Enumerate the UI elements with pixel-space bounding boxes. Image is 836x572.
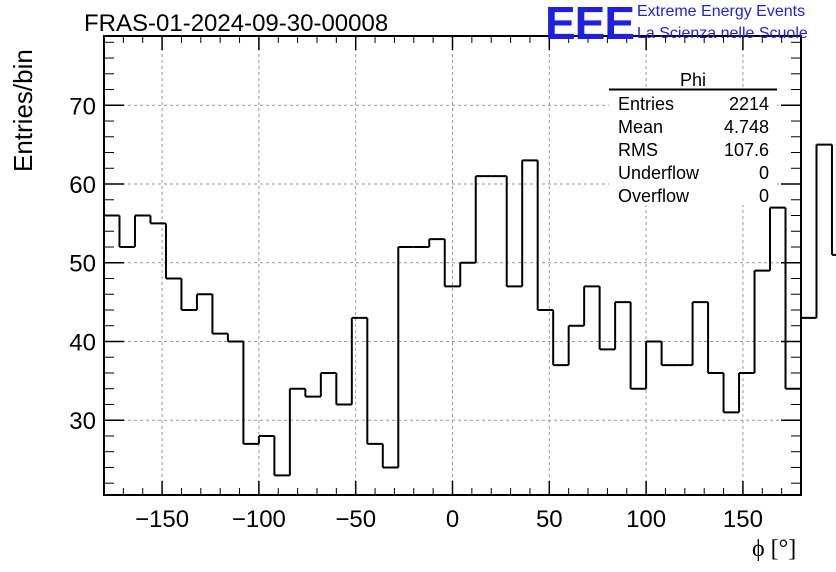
histogram-bin xyxy=(273,435,290,477)
histogram-bin xyxy=(536,160,554,311)
grid-lines xyxy=(104,36,801,495)
stats-box: Phi Entries 2214 Mean 4.748 RMS 107.6 Underflow… xyxy=(609,70,777,206)
histogram-bin xyxy=(830,144,836,256)
y-tick-label: 30 xyxy=(69,408,96,435)
stats-value: 2214 xyxy=(729,94,769,114)
logo-text-line2: La Scienza nelle Scuole xyxy=(637,25,808,42)
histogram-bin xyxy=(335,372,352,406)
histogram-bin xyxy=(242,341,259,445)
y-axis-label: Entries/bin xyxy=(8,49,38,172)
histogram-series xyxy=(104,143,836,477)
histogram-bin xyxy=(583,285,600,326)
x-tick-label: 0 xyxy=(446,506,459,533)
histogram-bin xyxy=(164,223,182,280)
x-tick-label: 100 xyxy=(626,506,666,533)
histogram-bin xyxy=(366,317,383,445)
stats-value: 4.748 xyxy=(724,117,769,137)
x-tick-label: 150 xyxy=(723,506,763,533)
histogram-bin xyxy=(567,324,585,366)
stats-value: 0 xyxy=(759,186,769,206)
histogram-bin xyxy=(381,443,399,469)
histogram-bin xyxy=(397,245,414,468)
x-tick-label: −50 xyxy=(335,506,376,533)
histogram-bin xyxy=(660,341,678,367)
logo-text-line1: Extreme Energy Events xyxy=(637,3,806,20)
histogram-bin xyxy=(226,333,244,343)
stats-label: Overflow xyxy=(618,186,690,206)
histogram-bin xyxy=(614,301,631,350)
stats-label: Entries xyxy=(618,94,674,114)
histogram-bin xyxy=(769,206,786,271)
x-tick-label: 50 xyxy=(536,506,563,533)
histogram-bin xyxy=(195,293,213,310)
histogram-bin xyxy=(521,159,538,287)
histogram-bin xyxy=(350,316,368,405)
histogram-bin xyxy=(118,215,135,248)
histogram-bin xyxy=(133,214,151,247)
histogram-bin xyxy=(257,434,275,444)
stats-box-background xyxy=(609,89,777,205)
histogram-bin xyxy=(304,388,321,398)
histogram-bin xyxy=(722,372,740,414)
histogram-bin xyxy=(443,239,461,288)
x-tick-label: −100 xyxy=(232,506,286,533)
histogram-bin xyxy=(753,269,771,373)
eee-logo: EEE xyxy=(545,0,635,49)
histogram-bin xyxy=(319,371,337,397)
histogram-bin xyxy=(149,215,166,225)
histogram-bin xyxy=(211,294,228,335)
histogram-bin xyxy=(428,238,445,247)
histogram-bin xyxy=(738,371,755,413)
stats-label: RMS xyxy=(618,140,658,160)
stats-value: 107.6 xyxy=(724,140,769,160)
histogram-bin xyxy=(474,175,492,263)
stats-label: Mean xyxy=(618,117,663,137)
histogram-bin xyxy=(598,286,616,351)
histogram-bin xyxy=(629,302,647,390)
y-tick-label: 50 xyxy=(69,251,96,278)
y-tick-label: 40 xyxy=(69,329,96,356)
x-axis-label: ϕ [°] xyxy=(752,536,797,562)
histogram-bin xyxy=(180,278,197,311)
y-tick-label: 70 xyxy=(69,93,96,120)
histogram-bin xyxy=(645,340,662,389)
histogram-bin xyxy=(459,261,476,287)
histogram-bin xyxy=(815,143,832,318)
x-tick-label: −150 xyxy=(135,506,189,533)
tick-labels: −150 −100 −50 0 50 100 150 30 40 50 60 70 xyxy=(69,93,763,533)
chart-title: FRAS-01-2024-09-30-00008 xyxy=(84,10,389,37)
histogram-bin xyxy=(691,301,709,366)
histogram-bin xyxy=(505,176,523,288)
axis-ticks xyxy=(104,36,801,495)
y-tick-label: 60 xyxy=(69,172,96,199)
histogram-bin xyxy=(784,207,801,390)
histogram-bin xyxy=(552,309,569,367)
histogram-bin xyxy=(288,387,306,476)
stats-label: Underflow xyxy=(618,163,700,183)
histogram-bin xyxy=(707,302,724,374)
stats-name: Phi xyxy=(680,70,706,90)
histogram-bin xyxy=(800,316,817,389)
stats-value: 0 xyxy=(759,163,769,183)
